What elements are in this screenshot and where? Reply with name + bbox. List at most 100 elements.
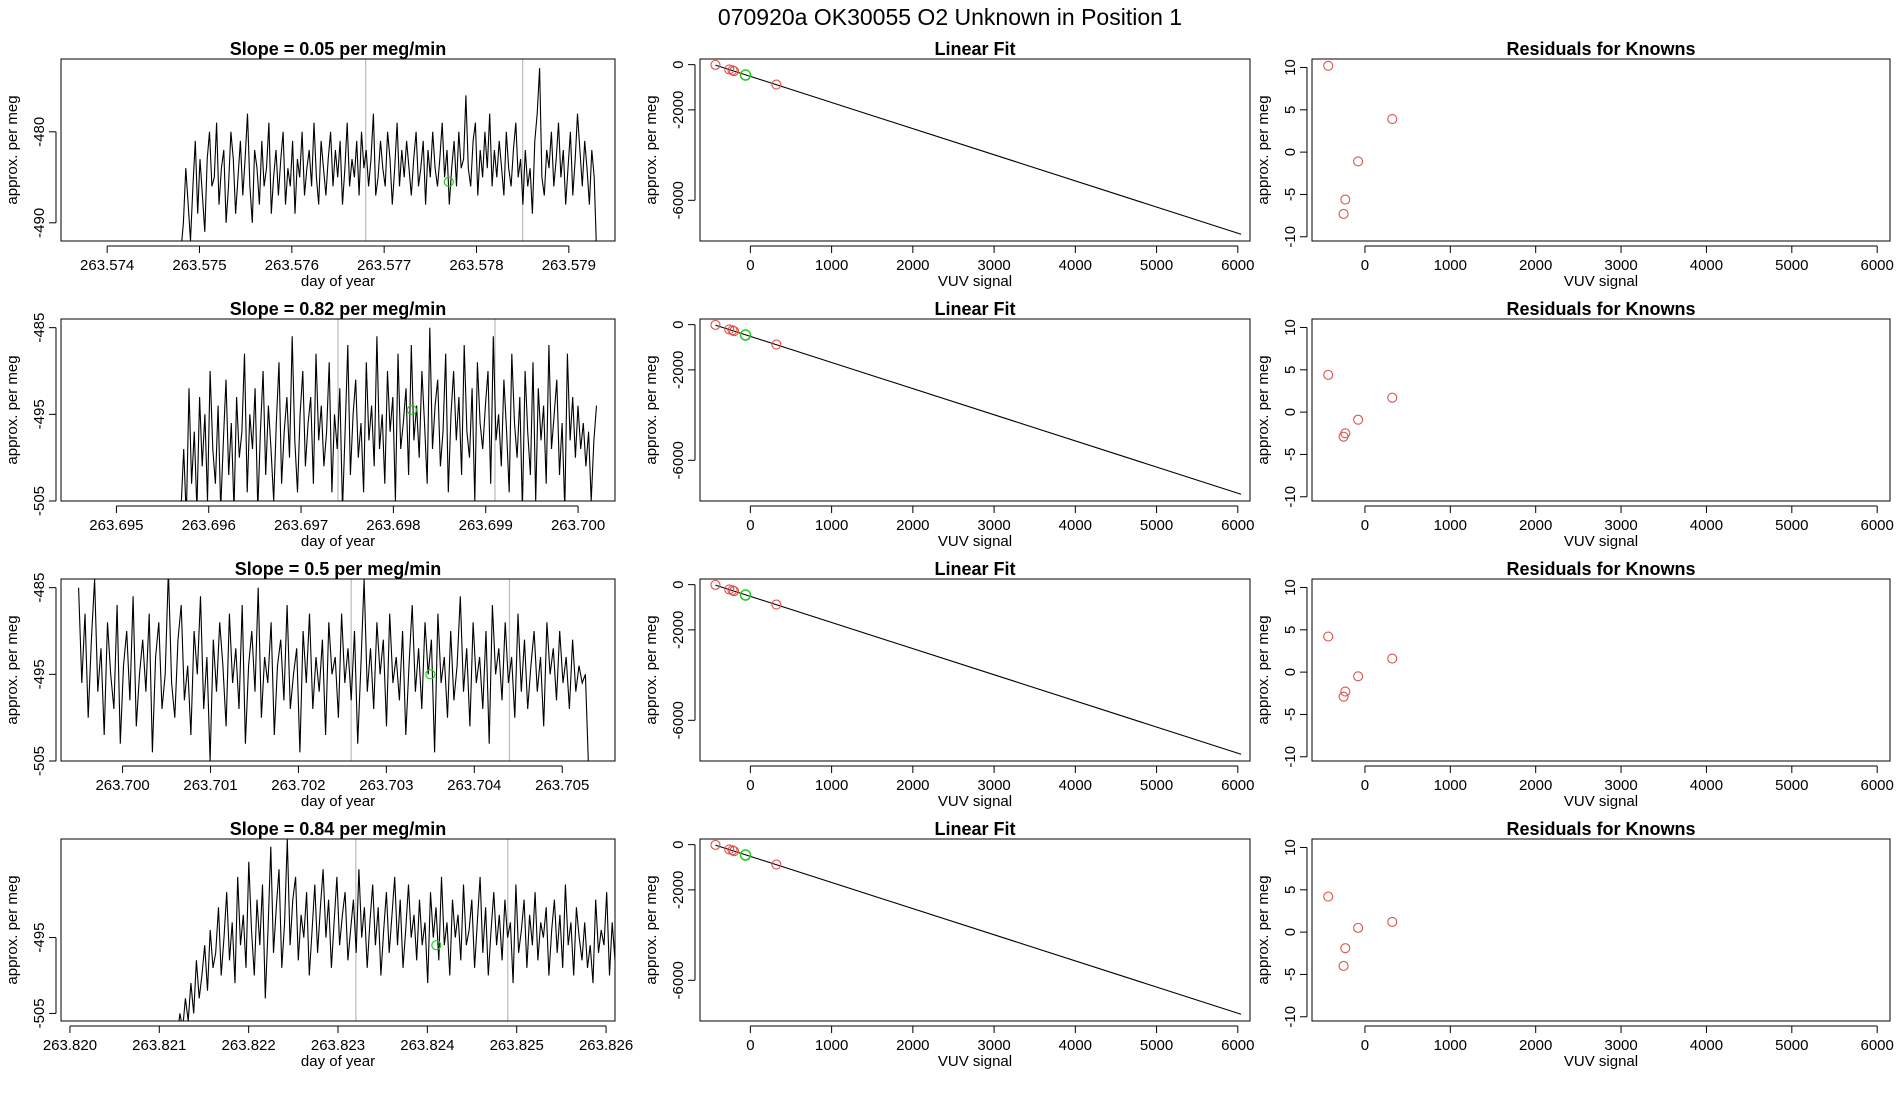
x-tick-label: 263.702 bbox=[271, 777, 325, 794]
plot-area bbox=[1323, 369, 1398, 442]
y-axis-label: approx. per meg bbox=[643, 95, 660, 204]
plot-frame bbox=[60, 58, 616, 242]
x-tick-label: 2000 bbox=[896, 777, 929, 794]
x-axis-label: VUV signal bbox=[1564, 273, 1638, 290]
x-tick-label: 4000 bbox=[1690, 777, 1723, 794]
known-point bbox=[1353, 414, 1364, 425]
x-tick-label: 3000 bbox=[1604, 517, 1637, 534]
unknown-point bbox=[739, 849, 752, 861]
plot-frame bbox=[60, 838, 616, 1022]
x-tick-label: 4000 bbox=[1690, 517, 1723, 534]
known-point bbox=[1323, 60, 1334, 71]
x-tick-label: 5000 bbox=[1140, 257, 1173, 274]
x-tick-label: 1000 bbox=[1434, 517, 1467, 534]
known-point bbox=[710, 839, 721, 850]
plot-area bbox=[1323, 631, 1398, 702]
x-tick-label: 6000 bbox=[1221, 517, 1254, 534]
plot-frame bbox=[60, 318, 616, 502]
x-axis-label: day of year bbox=[301, 273, 375, 290]
known-point bbox=[771, 79, 782, 90]
panel-title: Slope = 0.05 per meg/min bbox=[230, 39, 447, 59]
panel-4-3: 0 1000 2000 3000 4000 5000 6000 10 5 0 -5 -10 VUV si… bbox=[1255, 819, 1894, 1070]
known-point bbox=[729, 66, 740, 77]
x-tick-label: 263.574 bbox=[80, 257, 134, 274]
plot-frame bbox=[1311, 578, 1891, 762]
y-tick-label: -6000 bbox=[670, 701, 687, 739]
panel-title: Linear Fit bbox=[934, 819, 1015, 839]
x-tick-label: 2000 bbox=[1519, 257, 1552, 274]
plot-frame bbox=[60, 578, 616, 762]
x-tick-label: 0 bbox=[1361, 777, 1369, 794]
x-tick-label: 263.703 bbox=[359, 777, 413, 794]
y-tick-label: -5 bbox=[1282, 188, 1299, 201]
x-tick-label: 263.696 bbox=[182, 517, 236, 534]
x-tick-label: 263.697 bbox=[274, 517, 328, 534]
x-tick-label: 2000 bbox=[896, 257, 929, 274]
plot-frame bbox=[1311, 318, 1891, 502]
known-point bbox=[710, 579, 721, 590]
panel-title: Residuals for Knowns bbox=[1506, 559, 1695, 579]
x-tick-label: 2000 bbox=[1519, 517, 1552, 534]
known-point bbox=[1387, 392, 1398, 403]
x-tick-label: 4000 bbox=[1059, 777, 1092, 794]
unknown-point bbox=[739, 69, 752, 81]
known-point bbox=[727, 65, 738, 76]
panel-title: Residuals for Knowns bbox=[1506, 299, 1695, 319]
x-axis-label: day of year bbox=[301, 793, 375, 810]
plot-area bbox=[1323, 60, 1398, 219]
unknown-point bbox=[431, 940, 442, 951]
known-point bbox=[710, 59, 721, 70]
x-tick-label: 2000 bbox=[1519, 1037, 1552, 1054]
panel-title: Slope = 0.82 per meg/min bbox=[230, 299, 447, 319]
y-tick-label: -5 bbox=[1282, 448, 1299, 461]
y-tick-label: -5 bbox=[1282, 968, 1299, 981]
panel-2-1: 263.695 263.696 263.697 263.698 263.699 263.7… bbox=[4, 299, 616, 550]
y-axis-label: approx. per meg bbox=[1255, 355, 1272, 464]
y-tick-label: -505 bbox=[31, 486, 48, 516]
known-point bbox=[729, 846, 740, 857]
known-point bbox=[1387, 916, 1398, 928]
x-tick-label: 1000 bbox=[1434, 1037, 1467, 1054]
y-axis-label: approx. per meg bbox=[1255, 95, 1272, 204]
x-axis-label: day of year bbox=[301, 1053, 375, 1070]
plot-frame bbox=[699, 318, 1251, 502]
y-tick-label: 0 bbox=[1282, 408, 1299, 416]
known-point bbox=[1353, 922, 1364, 933]
known-point bbox=[1353, 671, 1364, 682]
known-point bbox=[1387, 653, 1398, 664]
x-tick-label: 263.824 bbox=[400, 1037, 454, 1054]
x-axis-label: VUV signal bbox=[938, 273, 1012, 290]
y-tick-label: -10 bbox=[1282, 1006, 1299, 1028]
unknown-point bbox=[739, 589, 752, 601]
fit-line bbox=[715, 64, 1242, 235]
x-tick-label: 3000 bbox=[977, 517, 1010, 534]
y-tick-label: -495 bbox=[31, 923, 48, 953]
x-tick-label: 6000 bbox=[1221, 257, 1254, 274]
x-tick-label: 4000 bbox=[1059, 257, 1092, 274]
x-tick-label: 6000 bbox=[1861, 777, 1894, 794]
panel-2-2: 0 1000 2000 3000 4000 5000 6000 0 -2000 -6000 VUV … bbox=[643, 299, 1255, 550]
x-tick-label: 263.578 bbox=[449, 257, 503, 274]
panel-3-3: 0 1000 2000 3000 4000 5000 6000 10 5 0 -5 -10 VUV si… bbox=[1255, 559, 1894, 810]
panel-title: Slope = 0.5 per meg/min bbox=[235, 559, 442, 579]
x-tick-label: 1000 bbox=[815, 1037, 848, 1054]
series-line bbox=[178, 839, 615, 1021]
y-tick-label: 10 bbox=[1282, 839, 1299, 856]
y-tick-label: -5 bbox=[1282, 708, 1299, 721]
y-tick-label: 10 bbox=[1282, 59, 1299, 76]
panel-3-1: 263.700 263.701 263.702 263.703 263.704 263.7… bbox=[4, 559, 616, 810]
unknown-point bbox=[739, 329, 752, 341]
x-tick-label: 263.699 bbox=[459, 517, 513, 534]
y-tick-label: 5 bbox=[1282, 626, 1299, 634]
known-point bbox=[729, 326, 740, 337]
x-axis-label: VUV signal bbox=[1564, 1053, 1638, 1070]
y-tick-label: 0 bbox=[670, 580, 687, 588]
y-tick-label: -480 bbox=[31, 117, 48, 147]
plot-area bbox=[710, 319, 1242, 495]
plot-area bbox=[710, 59, 1242, 235]
panel-title: Linear Fit bbox=[934, 39, 1015, 59]
x-tick-label: 263.825 bbox=[490, 1037, 544, 1054]
known-point bbox=[1353, 156, 1364, 167]
x-tick-label: 4000 bbox=[1059, 1037, 1092, 1054]
